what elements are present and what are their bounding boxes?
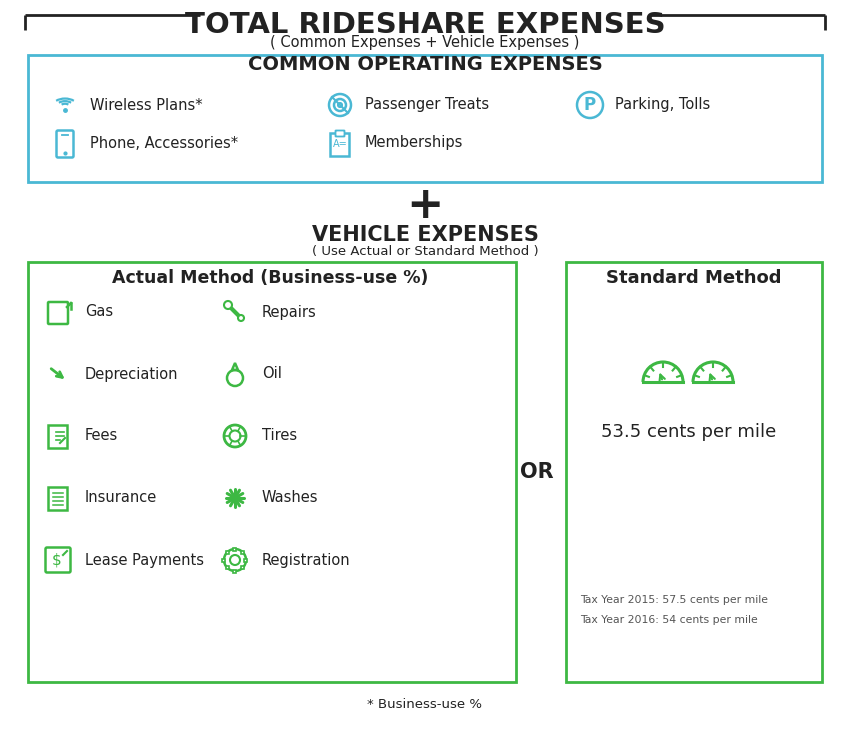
FancyBboxPatch shape — [28, 55, 822, 182]
Text: Gas: Gas — [85, 304, 113, 320]
FancyBboxPatch shape — [566, 262, 822, 682]
Text: VEHICLE EXPENSES: VEHICLE EXPENSES — [312, 225, 538, 245]
Text: Lease Payments: Lease Payments — [85, 553, 204, 568]
FancyBboxPatch shape — [226, 566, 229, 569]
Circle shape — [238, 315, 244, 321]
FancyBboxPatch shape — [241, 551, 244, 554]
Text: Phone, Accessories*: Phone, Accessories* — [90, 135, 238, 150]
Text: COMMON OPERATING EXPENSES: COMMON OPERATING EXPENSES — [247, 56, 603, 75]
Text: ( Common Expenses + Vehicle Expenses ): ( Common Expenses + Vehicle Expenses ) — [270, 36, 580, 50]
Text: $: $ — [52, 553, 62, 568]
Text: P: P — [584, 96, 596, 114]
Text: Oil: Oil — [262, 366, 282, 382]
Text: Repairs: Repairs — [262, 304, 317, 320]
Text: * Business-use %: * Business-use % — [367, 698, 483, 710]
Text: Actual Method (Business-use %): Actual Method (Business-use %) — [112, 269, 428, 287]
Text: Depreciation: Depreciation — [85, 366, 178, 382]
Text: TOTAL RIDESHARE EXPENSES: TOTAL RIDESHARE EXPENSES — [184, 11, 666, 39]
FancyBboxPatch shape — [234, 548, 236, 551]
FancyBboxPatch shape — [226, 551, 229, 554]
FancyBboxPatch shape — [336, 130, 344, 136]
Text: Tax Year 2016: 54 cents per mile: Tax Year 2016: 54 cents per mile — [580, 615, 757, 625]
Circle shape — [224, 301, 232, 309]
Text: Tires: Tires — [262, 428, 298, 443]
Text: Tax Year 2015: 57.5 cents per mile: Tax Year 2015: 57.5 cents per mile — [580, 595, 768, 605]
Text: Washes: Washes — [262, 491, 319, 505]
FancyBboxPatch shape — [241, 566, 244, 569]
FancyBboxPatch shape — [28, 262, 516, 682]
FancyBboxPatch shape — [234, 570, 236, 573]
Text: Parking, Tolls: Parking, Tolls — [615, 98, 711, 112]
FancyBboxPatch shape — [223, 559, 225, 562]
Text: +: + — [406, 184, 444, 226]
Text: ( Use Actual or Standard Method ): ( Use Actual or Standard Method ) — [312, 246, 538, 258]
Text: Registration: Registration — [262, 553, 350, 568]
Text: OR: OR — [520, 462, 554, 482]
Text: Wireless Plans*: Wireless Plans* — [90, 98, 202, 112]
Text: Memberships: Memberships — [365, 135, 463, 150]
Text: 53.5 cents per mile: 53.5 cents per mile — [601, 423, 777, 441]
Text: Passenger Treats: Passenger Treats — [365, 98, 489, 112]
Text: A=: A= — [332, 139, 348, 149]
Text: Insurance: Insurance — [85, 491, 157, 505]
Text: Fees: Fees — [85, 428, 118, 443]
FancyBboxPatch shape — [245, 559, 247, 562]
Text: Standard Method: Standard Method — [606, 269, 782, 287]
